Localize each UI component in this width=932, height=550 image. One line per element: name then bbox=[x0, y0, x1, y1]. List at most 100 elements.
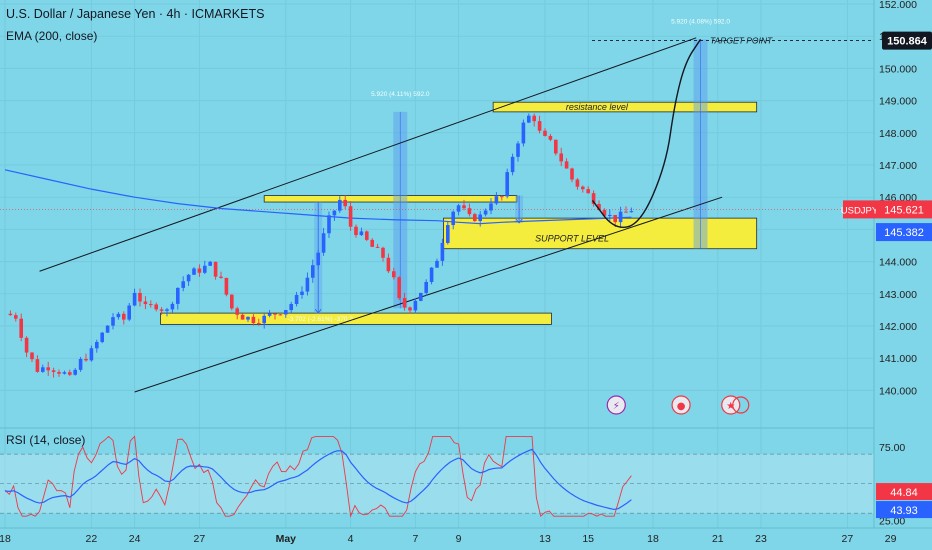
candle-body bbox=[446, 225, 450, 243]
candle-body bbox=[267, 313, 272, 316]
y-tick-label: 140.000 bbox=[879, 385, 917, 397]
rsi-signal-badge bbox=[876, 501, 932, 519]
candle-body bbox=[62, 372, 67, 374]
candle-body bbox=[284, 310, 288, 315]
candle-body bbox=[257, 323, 261, 325]
candle-body bbox=[208, 261, 212, 266]
candle-body bbox=[278, 314, 283, 316]
candle-body bbox=[111, 317, 115, 326]
projection-curve bbox=[591, 39, 702, 229]
y-tick-label: 142.000 bbox=[879, 321, 917, 333]
event-icon-circle bbox=[721, 395, 741, 415]
candle-body bbox=[608, 214, 612, 216]
candle-body bbox=[532, 115, 536, 122]
ema-price-badge bbox=[876, 223, 932, 242]
candle-body bbox=[14, 315, 18, 319]
candle-body bbox=[435, 260, 439, 268]
y-tick-label: 152.000 bbox=[879, 0, 917, 11]
event-icon-circle bbox=[671, 395, 691, 415]
measure-arrow-head bbox=[515, 218, 523, 224]
resistance-level-label: resistance level bbox=[566, 102, 629, 112]
candle-body bbox=[586, 189, 590, 194]
x-tick-label: 4 bbox=[348, 533, 354, 545]
candle-body bbox=[246, 316, 250, 320]
event-icon-ring bbox=[732, 396, 750, 414]
candle-body bbox=[602, 210, 607, 216]
ema-200-line bbox=[4, 169, 632, 225]
y-tick-label: 150.000 bbox=[879, 63, 917, 75]
candle-body bbox=[305, 277, 310, 292]
rsi-value-badge bbox=[876, 483, 932, 501]
candle-body bbox=[354, 226, 358, 236]
candle-body bbox=[332, 210, 337, 216]
candle-body bbox=[122, 313, 126, 320]
event-icon-glyph: ⚡ bbox=[613, 401, 620, 412]
event-icon-glyph: ● bbox=[677, 401, 686, 412]
candle-body bbox=[192, 268, 196, 275]
candle-body bbox=[240, 314, 245, 320]
candle-body bbox=[629, 211, 634, 213]
measure-arrow-head bbox=[314, 308, 322, 314]
x-tick-label: 27 bbox=[842, 533, 854, 545]
candle-body bbox=[392, 271, 396, 278]
candle-body bbox=[300, 291, 304, 295]
target-price-value: 150.864 bbox=[887, 36, 928, 48]
candle-body bbox=[478, 214, 482, 222]
x-tick-label: 29 bbox=[885, 533, 897, 545]
candle-body bbox=[483, 210, 488, 215]
rsi-signal-line bbox=[4, 448, 632, 511]
rsi-indicator-label[interactable]: RSI (14, close) bbox=[6, 433, 86, 447]
candle-body bbox=[105, 325, 110, 333]
candle-body bbox=[84, 358, 88, 361]
candle-body bbox=[505, 172, 509, 197]
candle-body bbox=[294, 294, 299, 305]
candle-body bbox=[365, 231, 369, 240]
candle-body bbox=[186, 274, 191, 282]
candle-body bbox=[548, 135, 553, 140]
symbol-badge-label: USDJPY bbox=[841, 205, 879, 216]
candle-body bbox=[73, 369, 77, 375]
candle-body bbox=[176, 287, 180, 304]
measure-label: -3.702 (-2.61%) -370.2 bbox=[287, 316, 353, 323]
ema-indicator-label[interactable]: EMA (200, close) bbox=[6, 29, 98, 43]
candle-body bbox=[467, 208, 472, 215]
candle-body bbox=[564, 161, 569, 169]
candle-body bbox=[424, 281, 428, 293]
candle-body bbox=[451, 211, 455, 226]
symbol-title: U.S. Dollar / Japanese Yen · 4h · ICMARK… bbox=[6, 7, 265, 21]
candle-body bbox=[262, 315, 266, 324]
candle-body bbox=[203, 265, 207, 273]
time-axis-bg bbox=[0, 528, 932, 550]
candle-body bbox=[370, 239, 374, 247]
rsi-value: 44.84 bbox=[890, 487, 918, 499]
candle-body bbox=[348, 206, 353, 227]
x-tick-label: 18 bbox=[0, 533, 11, 545]
candle-body bbox=[149, 304, 153, 306]
event-icon-circle bbox=[606, 395, 626, 415]
symbol-badge bbox=[843, 200, 876, 219]
candle-body bbox=[219, 276, 223, 278]
candle-body bbox=[343, 199, 347, 207]
candle-body bbox=[316, 252, 320, 266]
candle-body bbox=[213, 261, 218, 277]
candle-body bbox=[624, 211, 628, 213]
price-axis-bg bbox=[874, 0, 932, 550]
rsi-line bbox=[4, 435, 632, 518]
y-tick-label: 143.000 bbox=[879, 289, 917, 301]
candle-body bbox=[489, 203, 493, 211]
candle-body bbox=[68, 372, 72, 375]
candle-body bbox=[375, 246, 380, 248]
candle-body bbox=[440, 242, 445, 261]
x-tick-label: 22 bbox=[86, 533, 98, 545]
x-tick-label: 23 bbox=[755, 533, 767, 545]
candle-body bbox=[510, 156, 515, 173]
candle-body bbox=[559, 153, 563, 162]
x-tick-label: 13 bbox=[539, 533, 551, 545]
candle-body bbox=[338, 199, 342, 211]
candle-body bbox=[273, 313, 277, 315]
x-tick-label: 15 bbox=[582, 533, 594, 545]
candle-body bbox=[35, 359, 40, 372]
channel-lower-line bbox=[134, 196, 723, 393]
candle-body bbox=[143, 301, 148, 305]
